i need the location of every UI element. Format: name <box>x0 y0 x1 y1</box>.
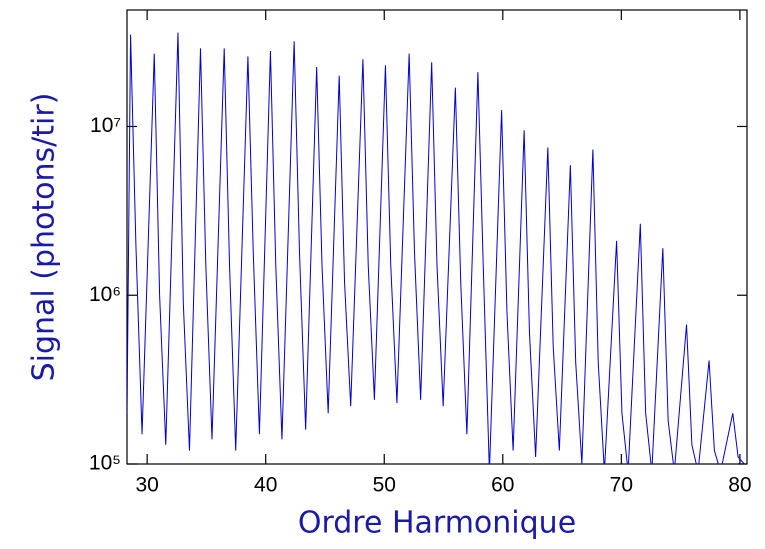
x-tick-label: 40 <box>254 474 277 497</box>
x-tick-label: 50 <box>373 474 396 497</box>
plot-frame <box>126 9 748 465</box>
x-tick-label: 80 <box>728 474 751 497</box>
y-tick-label: 10⁶ <box>89 283 121 306</box>
x-tick-label: 60 <box>491 474 514 497</box>
x-axis-title: Ordre Harmonique <box>298 506 576 541</box>
y-axis-title: Signal (photons/tir) <box>27 93 62 382</box>
x-tick-label: 70 <box>610 474 633 497</box>
y-tick-label: 10⁷ <box>90 114 121 137</box>
y-tick-label: 10⁵ <box>89 452 121 475</box>
signal-line <box>127 32 745 464</box>
x-tick-label: 30 <box>135 474 158 497</box>
